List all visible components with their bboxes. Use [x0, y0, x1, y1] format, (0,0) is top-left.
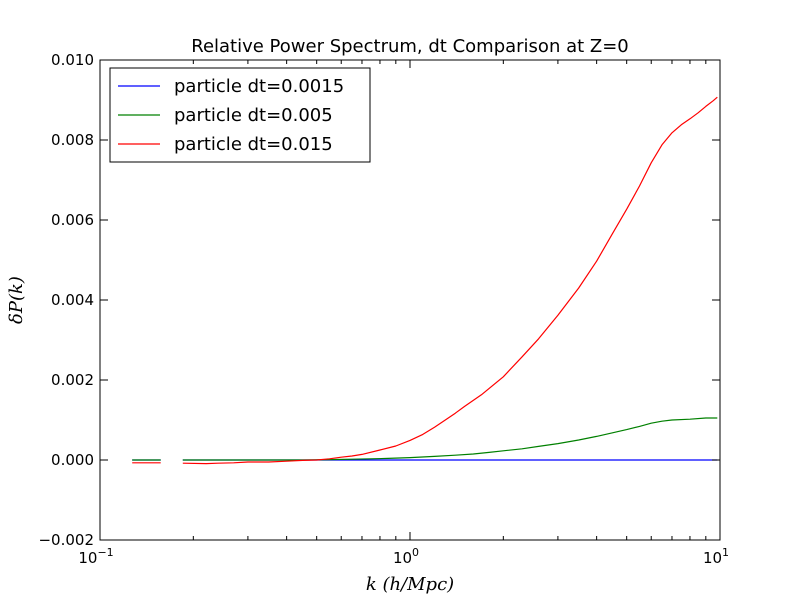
axes-layer: −0.0020.0000.0020.0040.0060.0080.01010−1…	[38, 51, 729, 567]
legend: particle dt=0.0015 particle dt=0.005 parti…	[109, 67, 371, 163]
legend-label: particle dt=0.015	[174, 134, 333, 155]
y-tick-label: −0.002	[38, 531, 94, 549]
y-tick-label: 0.010	[51, 51, 94, 69]
y-tick-label: 0.004	[51, 291, 94, 309]
y-tick-label: 0.002	[51, 371, 94, 389]
y-tick-label: 0.000	[51, 451, 94, 469]
x-axis-label: k (h/Mpc)	[366, 574, 454, 595]
legend-label: particle dt=0.0015	[174, 76, 344, 97]
chart-title: Relative Power Spectrum, dt Comparison a…	[191, 36, 629, 57]
y-tick-label: 0.008	[51, 131, 94, 149]
y-tick-label: 0.006	[51, 211, 94, 229]
series-line-3	[182, 96, 718, 465]
series-line-2	[182, 417, 718, 461]
series-layer	[132, 96, 718, 465]
plot-frame	[99, 59, 721, 541]
y-axis-label: δP(k)	[6, 276, 27, 324]
legend-label: particle dt=0.005	[174, 105, 333, 126]
